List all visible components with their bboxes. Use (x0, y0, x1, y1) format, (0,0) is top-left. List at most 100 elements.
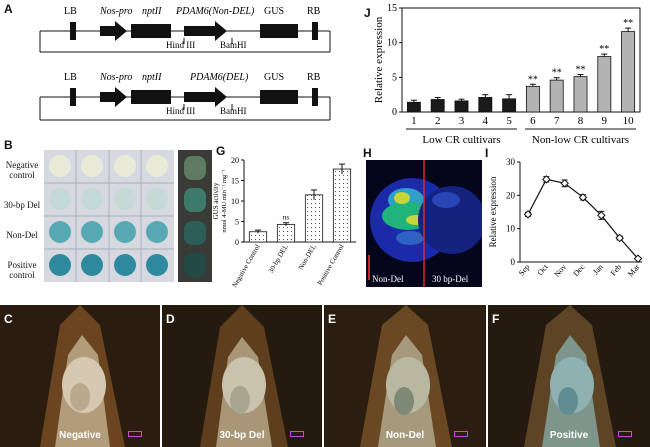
x-tick-label: Nov (552, 263, 568, 279)
x-tick-label: 5 (506, 115, 512, 127)
bar (430, 99, 445, 113)
reporter-label: GUS (264, 6, 284, 17)
bar (478, 97, 493, 113)
bar (502, 98, 517, 113)
bamhi-label: BamHI (220, 106, 247, 116)
scale-bar (290, 431, 304, 437)
bar (276, 223, 296, 243)
panel-label-j: J (364, 6, 371, 20)
series-line (527, 178, 639, 260)
scale-bar (128, 431, 142, 437)
gus-box (260, 90, 298, 104)
y-tick-label: 20 (506, 190, 516, 200)
construct-diagram: LB Nos-pro nptII PDAM6(Non-DEL) GUS RB H… (39, 6, 331, 121)
significance-label: ** (623, 18, 633, 29)
x-tick-label: 8 (578, 115, 584, 127)
data-point (578, 193, 588, 202)
row-label-positive: Positive control (7, 260, 37, 280)
x-tick-label: Feb (609, 263, 624, 278)
promoter-arrow (100, 87, 127, 107)
gene-arrow (184, 87, 227, 107)
data-point (523, 210, 533, 219)
x-tick-label: Jan (591, 263, 605, 277)
panel-label-c: C (4, 312, 13, 326)
gene-arrow (184, 21, 227, 41)
rb-label: RB (307, 6, 321, 17)
photo-caption: Positive (549, 430, 589, 441)
x-tick-label: 1 (411, 115, 417, 127)
promoter-label: Nos-pro (99, 6, 132, 17)
bar (549, 79, 564, 113)
promoter-arrow (100, 21, 127, 41)
panel-label-b: B (4, 138, 13, 152)
x-tick-label: 10 (623, 115, 635, 127)
y-axis-label: GUS activity (212, 182, 220, 219)
photo-negative: Negative (0, 305, 160, 447)
x-tick-label: Non-DEL (297, 243, 318, 271)
y-tick-label: 10 (506, 224, 516, 234)
y-tick-label: 0 (511, 257, 516, 267)
lb-label: LB (64, 6, 77, 17)
reporter-label: GUS (264, 72, 284, 83)
photo-30bp-del: 30-bp Del (162, 305, 322, 447)
y-tick-label: 10 (387, 38, 397, 49)
y-tick-label: 20 (231, 156, 239, 165)
data-point (597, 211, 606, 220)
bar (454, 100, 469, 113)
panel-label-i: I (485, 146, 489, 160)
bar (406, 101, 421, 113)
x-tick-label: 2 (435, 115, 441, 127)
row-label-nondel: Non-Del (6, 230, 38, 240)
y-tick-label: 0 (392, 107, 397, 118)
group-label: Low CR cultivars (422, 134, 500, 146)
y-axis-label: Relative expression (373, 16, 385, 103)
bar (597, 56, 612, 113)
panel-label-a: A (4, 2, 13, 16)
y-tick-label: 10 (231, 197, 239, 206)
bar (332, 168, 352, 243)
marker-label: nptII (142, 72, 162, 83)
row-label-negative: Negative control (5, 160, 39, 180)
h-left-label: Non-Del (372, 274, 404, 284)
panel-label-f: F (492, 312, 500, 326)
construct-top: LB Nos-pro nptII PDAM6(Non-DEL) GUS RB H… (39, 6, 331, 53)
photo-positive: Positive (488, 305, 650, 447)
gus-box (260, 24, 298, 38)
rb-label: RB (307, 72, 321, 83)
photo-caption: Negative (59, 430, 101, 441)
bar (525, 85, 540, 113)
x-tick-label: 6 (530, 115, 536, 127)
y-tick-label: 5 (392, 72, 397, 83)
group-label: Non-low CR cultivars (532, 134, 629, 146)
rb-box (312, 88, 318, 106)
panel-label-e: E (328, 312, 337, 326)
scale-bar (618, 431, 632, 437)
row-label-30bp: 30-bp Del (3, 200, 41, 210)
promoter-label: Nos-pro (99, 72, 132, 83)
rb-box (312, 22, 318, 40)
seasonal-expression-line-chart: 0 10 20 30 Relative expression Sep Oct Nov Dec Ja… (488, 157, 643, 279)
gene-label: PDAM6(Non-DEL) (175, 6, 255, 17)
scale-bar (454, 431, 468, 437)
x-tick-label: Dec (571, 262, 586, 278)
hindiii-label: Hind III (166, 40, 195, 50)
significance-label: ** (599, 44, 609, 55)
gus-activity-chart: 0 5 10 15 20 GUS activity nmol 4-MU min⁻¹ mg⁻¹… (212, 156, 356, 289)
gus-staining-plate (44, 150, 212, 282)
x-tick-label: Negative Control (231, 243, 262, 289)
y-tick-label: 5 (235, 218, 239, 227)
x-tick-label: Positive Control (316, 243, 346, 287)
bar (304, 194, 324, 243)
x-tick-label: Oct (536, 262, 551, 277)
photo-caption: Non-Del (385, 430, 425, 441)
h-right-label: 30 bp-Del (432, 274, 469, 284)
y-tick-label: 15 (387, 3, 397, 14)
nptii-box (131, 24, 171, 38)
gene-label: PDAM6(DEL) (189, 72, 249, 83)
x-tick-label: Sep (517, 263, 532, 278)
y-axis-unit: nmol 4-MU min⁻¹ mg⁻¹ (221, 169, 228, 232)
bamhi-label: BamHI (220, 40, 247, 50)
lb-box (70, 22, 76, 40)
panel-label-d: D (166, 312, 175, 326)
